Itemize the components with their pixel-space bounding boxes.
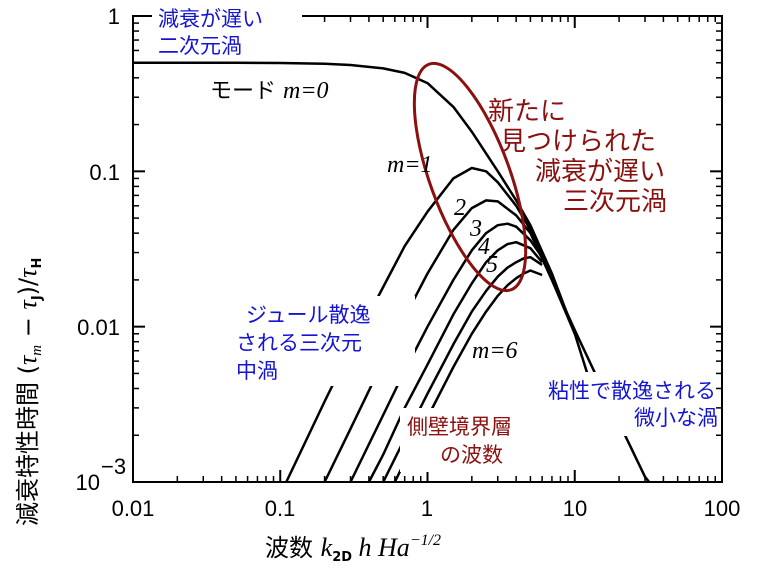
new-3d-label-line3: 減衰が遅い bbox=[535, 157, 665, 187]
x-axis-label-ha: Ha bbox=[377, 533, 410, 562]
y-axis-label-tau-h: τ bbox=[13, 267, 42, 278]
joule-label-line3: 中渦 bbox=[236, 359, 278, 383]
new-3d-label-line4: 三次元渦 bbox=[563, 187, 667, 217]
m4-label: 4 bbox=[478, 234, 490, 260]
y-tick-label-1e-3: 10 bbox=[76, 470, 100, 495]
joule-label-line2: される三次元 bbox=[236, 331, 362, 355]
joule-label-line1: ジュール散逸 bbox=[246, 303, 371, 327]
wall-label-bg bbox=[400, 408, 564, 472]
y-tick-label-0.1: 0.1 bbox=[89, 160, 120, 185]
wall-label-line1: 側壁境界層 bbox=[407, 415, 512, 439]
y-tick-label-1e-3-exponent: −3 bbox=[101, 454, 126, 479]
y-axis-label-h-sub: H bbox=[30, 258, 45, 269]
wall-label-line2: の波数 bbox=[440, 443, 503, 467]
viscous-label-bg bbox=[540, 372, 716, 436]
x-axis-label: 波数 k2D h Ha−1/2 bbox=[265, 532, 441, 565]
x-tick-labels: 0.01 0.1 1 10 100 bbox=[112, 496, 741, 521]
x-tick-label-0.01: 0.01 bbox=[112, 496, 155, 521]
x-axis-label-k: k bbox=[321, 533, 333, 562]
annotations: 減衰が遅い 二次元渦 新たに 見つけられた 減衰が遅い 三次元渦 ジュール散逸 … bbox=[152, 2, 718, 472]
y-axis-label-m-sub: m bbox=[29, 345, 45, 356]
m6-label: m=6 bbox=[472, 338, 518, 364]
slow-2d-label-line1: 減衰が遅い bbox=[158, 7, 263, 31]
highlight-ellipse bbox=[412, 61, 528, 293]
x-axis-label-h: h bbox=[352, 533, 378, 562]
slow-2d-label-line2: 二次元渦 bbox=[158, 34, 242, 58]
y-axis-label-close: )/ bbox=[14, 277, 42, 295]
m3-label: 3 bbox=[469, 216, 482, 242]
m0-label: モード m=0 bbox=[210, 78, 329, 104]
m1-label: m=1 bbox=[387, 152, 433, 178]
viscous-label-line2: 微小な渦 bbox=[634, 406, 718, 430]
m5-label: 5 bbox=[486, 252, 498, 278]
x-axis-label-prefix: 波数 bbox=[265, 534, 321, 562]
y-tick-labels: 1 0.1 0.01 10 −3 bbox=[76, 4, 127, 495]
y-axis-label-tau-j: τ bbox=[13, 298, 42, 309]
y-axis-label-minus: − bbox=[14, 309, 42, 344]
x-axis-label-exponent: −1/2 bbox=[410, 532, 441, 549]
x-tick-label-0.1: 0.1 bbox=[265, 496, 296, 521]
x-tick-label-1: 1 bbox=[421, 496, 433, 521]
m0-label-bg bbox=[206, 76, 370, 104]
y-axis-label-tau-m: τ bbox=[13, 354, 42, 365]
m0-label-value: m=0 bbox=[283, 78, 329, 104]
y-axis-label-j-sub: J bbox=[30, 295, 45, 301]
curve-labels: モード m=0 m=1 2 3 4 5 m=6 bbox=[206, 76, 518, 364]
y-axis-label: 減衰特性時間 (τm − τJ)/τH bbox=[13, 258, 45, 526]
x-tick-label-100: 100 bbox=[704, 496, 741, 521]
series-line-m-0 bbox=[133, 61, 591, 381]
joule-label-bg bbox=[235, 296, 415, 386]
viscous-label-line1: 粘性で散逸される bbox=[548, 379, 716, 403]
y-axis-label-prefix: 減衰特性時間 ( bbox=[14, 365, 42, 526]
x-axis-label-k-sub: 2D bbox=[332, 550, 352, 565]
m0-label-prefix: モード bbox=[210, 79, 283, 104]
slow-2d-label-bg bbox=[152, 2, 302, 60]
x-tick-label-10: 10 bbox=[563, 496, 587, 521]
new-3d-label-line2: 見つけられた bbox=[500, 127, 656, 157]
y-tick-label-0.01: 0.01 bbox=[77, 315, 120, 340]
y-tick-label-1: 1 bbox=[108, 4, 120, 29]
new-3d-label-line1: 新たに bbox=[488, 97, 566, 127]
m2-label: 2 bbox=[454, 195, 466, 221]
